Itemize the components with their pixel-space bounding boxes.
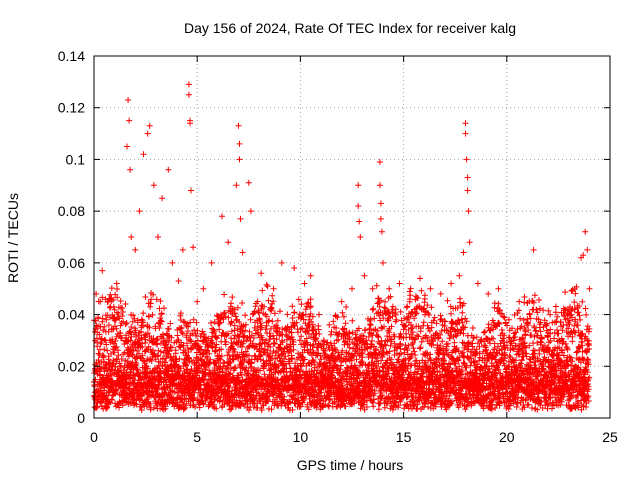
x-tick-label: 0 bbox=[90, 429, 98, 445]
chart-title: Day 156 of 2024, Rate Of TEC Index for r… bbox=[184, 20, 516, 36]
roti-point-markers bbox=[91, 81, 593, 414]
plot-frame bbox=[93, 55, 611, 419]
y-axis-label: ROTI / TECUs bbox=[5, 193, 21, 283]
x-tick-label: 15 bbox=[396, 429, 412, 445]
y-tick-label: 0.08 bbox=[58, 203, 85, 219]
grid-lines bbox=[94, 56, 610, 418]
x-tick-label: 10 bbox=[293, 429, 309, 445]
y-tick-label: 0.04 bbox=[58, 307, 85, 323]
x-axis-label: GPS time / hours bbox=[297, 457, 404, 473]
y-tick-label: 0.06 bbox=[58, 255, 85, 271]
x-tick-label: 5 bbox=[193, 429, 201, 445]
y-tick-label: 0 bbox=[77, 410, 85, 426]
x-axis: 0 5 10 15 20 25 bbox=[90, 56, 618, 445]
y-tick-label: 0.1 bbox=[66, 151, 86, 167]
y-tick-label: 0.14 bbox=[58, 48, 85, 64]
y-tick-label: 0.02 bbox=[58, 358, 85, 374]
data-points bbox=[91, 81, 593, 414]
x-tick-label: 25 bbox=[602, 429, 618, 445]
y-axis: 0 0.02 0.04 0.06 0.08 0.1 0.12 0.14 bbox=[58, 48, 610, 426]
y-tick-label: 0.12 bbox=[58, 100, 85, 116]
x-tick-label: 20 bbox=[499, 429, 515, 445]
